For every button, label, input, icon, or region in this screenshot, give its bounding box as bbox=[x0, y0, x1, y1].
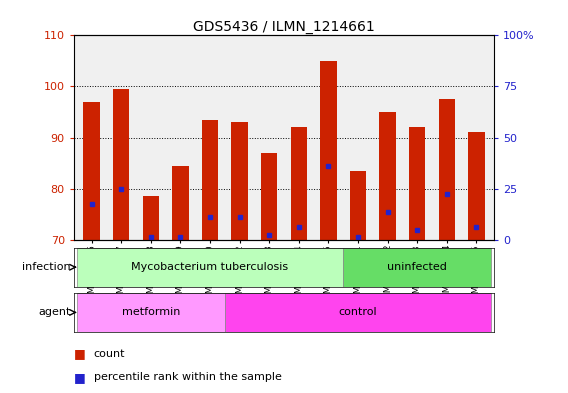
Text: GDS5436 / ILMN_1214661: GDS5436 / ILMN_1214661 bbox=[193, 20, 375, 34]
Bar bbox=[77, 248, 343, 287]
Bar bbox=[83, 102, 100, 240]
Text: count: count bbox=[94, 349, 125, 359]
Bar bbox=[113, 89, 130, 240]
Bar bbox=[343, 248, 491, 287]
Text: agent: agent bbox=[39, 307, 71, 318]
Bar bbox=[232, 122, 248, 240]
Bar bbox=[350, 171, 366, 240]
Bar bbox=[320, 61, 337, 240]
Text: metformin: metformin bbox=[122, 307, 180, 318]
Bar bbox=[438, 99, 455, 240]
Text: ■: ■ bbox=[74, 371, 86, 384]
Bar bbox=[409, 127, 425, 240]
Bar bbox=[172, 165, 189, 240]
Text: percentile rank within the sample: percentile rank within the sample bbox=[94, 372, 282, 382]
Text: uninfected: uninfected bbox=[387, 262, 447, 272]
Text: ■: ■ bbox=[74, 347, 86, 360]
Bar bbox=[468, 132, 485, 240]
Bar bbox=[291, 127, 307, 240]
Text: Mycobacterium tuberculosis: Mycobacterium tuberculosis bbox=[131, 262, 289, 272]
Text: control: control bbox=[339, 307, 377, 318]
Bar bbox=[202, 119, 218, 240]
Bar bbox=[143, 196, 159, 240]
Bar bbox=[379, 112, 396, 240]
Bar bbox=[225, 293, 491, 332]
Bar bbox=[261, 153, 277, 240]
Text: infection: infection bbox=[22, 262, 71, 272]
Bar bbox=[77, 293, 225, 332]
